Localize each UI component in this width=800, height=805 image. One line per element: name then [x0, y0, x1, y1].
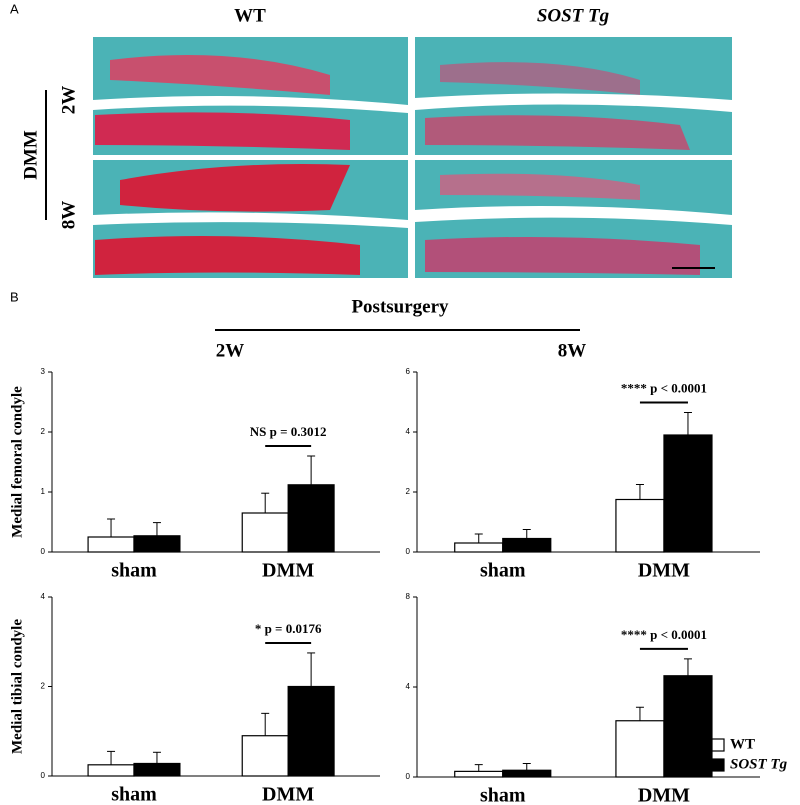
y-tick-label: 6 [406, 367, 411, 376]
bar [287, 685, 335, 777]
y-tick-label: 0 [41, 771, 46, 780]
significance-label: **** p < 0.0001 [621, 627, 707, 642]
bar [241, 735, 289, 777]
legend-swatch [711, 758, 725, 772]
y-tick-label: 1 [41, 487, 46, 496]
y-tick-label: 8 [406, 592, 411, 601]
column-label: WT [234, 5, 266, 26]
y-tick-label: 2 [406, 487, 411, 496]
legend-swatch [711, 738, 725, 752]
y-tick-label: 0 [406, 547, 411, 556]
x-tick-label: DMM [262, 560, 314, 582]
bar [87, 536, 135, 553]
group-label: DMM [20, 130, 41, 180]
bar [663, 675, 713, 778]
column-label: SOST Tg [537, 5, 609, 26]
x-tick-label: DMM [638, 785, 690, 805]
x-tick-label: DMM [262, 784, 314, 805]
y-axis-label: Medial tibial condyle [9, 619, 25, 754]
x-tick-label: sham [480, 560, 526, 582]
panel-label: B [10, 289, 19, 304]
bar [502, 537, 552, 553]
significance-label: NS p = 0.3012 [250, 424, 327, 439]
histology-images [93, 37, 732, 278]
column-label: 2W [216, 340, 245, 361]
row-label: 2W [58, 86, 79, 115]
bar [502, 769, 552, 778]
bar [663, 434, 713, 553]
x-tick-label: sham [480, 785, 526, 805]
bar [87, 764, 135, 777]
bar [241, 512, 289, 553]
column-label: 8W [558, 340, 587, 361]
bar [287, 484, 335, 553]
panel-label: A [10, 1, 19, 16]
y-tick-label: 4 [406, 682, 411, 691]
legend-label: SOST Tg [730, 756, 788, 772]
bar [133, 535, 181, 553]
bar [133, 762, 181, 777]
y-tick-label: 0 [406, 772, 411, 781]
y-tick-label: 2 [41, 427, 46, 436]
y-tick-label: 4 [406, 427, 411, 436]
bar [454, 770, 504, 778]
bar [615, 498, 665, 553]
x-tick-label: sham [111, 560, 157, 582]
y-axis-label: Medial femoral condyle [9, 386, 25, 538]
significance-label: * p = 0.0176 [255, 621, 322, 636]
x-tick-label: sham [111, 784, 157, 805]
bar [454, 542, 504, 553]
legend-label: WT [730, 736, 755, 752]
y-tick-label: 4 [41, 592, 46, 601]
y-tick-label: 0 [41, 547, 46, 556]
bar [615, 720, 665, 778]
x-tick-label: DMM [638, 560, 690, 582]
row-label: 8W [58, 201, 79, 230]
significance-label: **** p < 0.0001 [621, 380, 707, 395]
y-tick-label: 2 [41, 682, 46, 691]
y-tick-label: 3 [41, 367, 46, 376]
header: Postsurgery [351, 296, 449, 317]
